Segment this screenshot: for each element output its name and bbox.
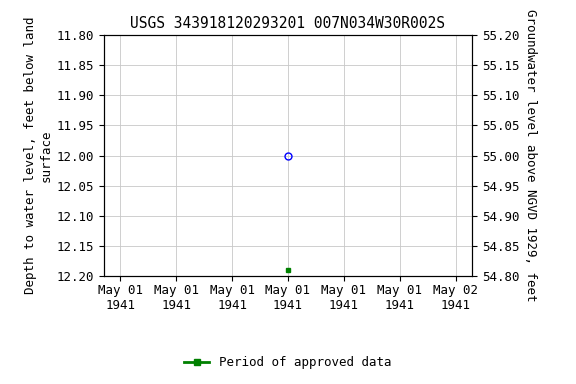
Legend: Period of approved data: Period of approved data — [179, 351, 397, 374]
Title: USGS 343918120293201 007N034W30R002S: USGS 343918120293201 007N034W30R002S — [131, 16, 445, 31]
Y-axis label: Depth to water level, feet below land
surface: Depth to water level, feet below land su… — [24, 17, 52, 294]
Y-axis label: Groundwater level above NGVD 1929, feet: Groundwater level above NGVD 1929, feet — [524, 9, 537, 302]
